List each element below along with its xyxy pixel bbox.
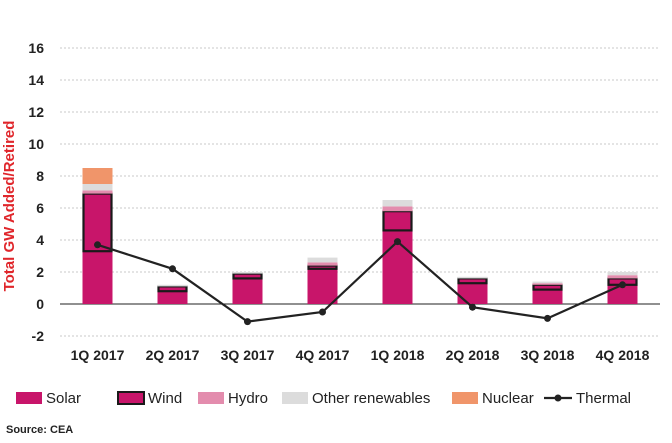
y-tick-label: 16	[28, 40, 44, 56]
bar-wind	[457, 277, 488, 285]
x-tick-label: 2Q 2018	[446, 347, 500, 363]
y-tick-label: 0	[36, 296, 44, 312]
thermal-point	[544, 314, 551, 322]
bar-solar	[232, 278, 263, 304]
bar-hydro	[382, 206, 413, 212]
line-layer	[94, 238, 626, 326]
x-tick-label: 2Q 2017	[146, 347, 200, 363]
bar-other-renewables	[82, 184, 113, 191]
y-tick-label: 14	[28, 72, 44, 88]
bar-hydro	[607, 275, 638, 279]
y-tick-label: 4	[36, 232, 44, 248]
y-tick-label: 12	[28, 104, 44, 120]
thermal-point	[619, 281, 626, 289]
bar-other-renewables	[307, 257, 338, 263]
x-tick-label: 4Q 2018	[596, 347, 650, 363]
x-tick-label: 3Q 2017	[221, 347, 275, 363]
bar-hydro	[532, 283, 563, 285]
bar-nuclear	[82, 168, 113, 184]
x-tick-label: 1Q 2018	[371, 347, 425, 363]
bar-other-renewables	[157, 284, 188, 287]
legend-label-other-renewables: Other renewables	[312, 390, 430, 407]
bar-wind	[307, 264, 338, 270]
thermal-point	[394, 238, 401, 246]
y-axis-label: Total GW Added/Retired	[1, 121, 18, 292]
x-tick-label: 4Q 2017	[296, 347, 350, 363]
thermal-point	[169, 265, 176, 273]
thermal-point	[319, 308, 326, 316]
category-layer: 1Q 2017 2Q 2017 3Q 2017 4Q 2017 1Q 2018 2Q 20…	[71, 347, 650, 363]
legend-swatch-solar	[16, 392, 42, 404]
source-note: Source: CEA	[6, 424, 73, 436]
legend: Solar Wind Hydro Other renewables Nuclear The…	[16, 390, 631, 407]
y-tick-label: 10	[28, 136, 44, 152]
tick-layer: 16 14 12 10 8 6 4 2 0 -2	[28, 40, 44, 344]
legend-label-thermal: Thermal	[576, 390, 631, 407]
thermal-point	[469, 303, 476, 311]
legend-swatch-hydro	[198, 392, 224, 404]
legend-label-wind: Wind	[148, 390, 182, 407]
bar-wind	[532, 283, 563, 291]
bar-solar	[307, 268, 338, 304]
bar-other-renewables	[607, 272, 638, 276]
thermal-point	[94, 241, 101, 249]
thermal-point	[244, 318, 251, 326]
bar-solar	[82, 251, 113, 304]
bar-hydro	[307, 262, 338, 266]
y-tick-label: 6	[36, 200, 44, 216]
legend-label-hydro: Hydro	[228, 390, 268, 407]
y-tick-label: 8	[36, 168, 44, 184]
legend-marker-thermal	[554, 394, 562, 402]
bar-other-renewables	[232, 272, 263, 274]
legend-label-solar: Solar	[46, 390, 81, 407]
legend-swatch-wind	[117, 391, 145, 405]
thermal-line	[97, 240, 623, 323]
bar-solar	[532, 289, 563, 304]
y-tick-label: -2	[32, 328, 45, 344]
bar-other-renewables	[457, 276, 488, 279]
bar-wind	[232, 272, 263, 280]
bar-other-renewables	[532, 281, 563, 284]
bar-wind	[382, 210, 413, 232]
bar-other-renewables	[382, 200, 413, 207]
x-tick-label: 1Q 2017	[71, 347, 125, 363]
bar-solar	[157, 291, 188, 304]
legend-swatch-nuclear	[452, 392, 478, 404]
legend-swatch-other-renewables	[282, 392, 308, 404]
bar-solar	[607, 284, 638, 304]
bar-hydro	[82, 190, 113, 194]
x-tick-label: 3Q 2018	[521, 347, 575, 363]
grid-layer	[60, 47, 660, 337]
bar-layer	[82, 168, 638, 304]
legend-label-nuclear: Nuclear	[482, 390, 534, 407]
bar-wind	[157, 285, 188, 293]
y-tick-label: 2	[36, 264, 44, 280]
bar-solar	[457, 283, 488, 304]
